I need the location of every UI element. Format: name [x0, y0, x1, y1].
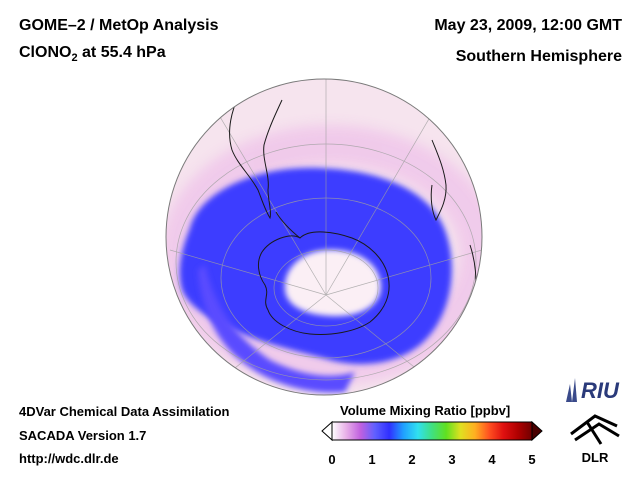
outer-lilac-ring — [166, 125, 482, 385]
colorbar-tick-label: 0 — [328, 452, 336, 467]
species-prefix: ClONO — [19, 44, 72, 61]
colorbar — [321, 420, 543, 442]
colorbar-over-arrow — [531, 420, 543, 442]
colorbar-ramp — [331, 421, 533, 441]
date-label: May 23, 2009, 12:00 GMT — [434, 17, 622, 34]
graticule — [169, 79, 482, 381]
species-suffix: at 55.4 hPa — [77, 44, 166, 61]
region-label: Southern Hemisphere — [455, 48, 622, 65]
riu-logo: RIU — [566, 378, 620, 403]
colorbar-tick-label: 5 — [528, 452, 536, 467]
species-subscript: 2 — [71, 52, 78, 65]
colorbar-tick-label: 2 — [408, 452, 416, 467]
dlr-logo-text: DLR — [582, 450, 609, 465]
species-label: ClONO2 at 55.4 hPa — [19, 44, 166, 64]
dlr-logo: DLR — [570, 414, 620, 465]
colorbar-tick-label: 1 — [368, 452, 376, 467]
riu-logo-text: RIU — [581, 378, 620, 403]
analysis-title: GOME–2 / MetOp Analysis — [19, 17, 219, 34]
colorbar-under-arrow — [321, 420, 333, 442]
colorbar-tick-label: 4 — [488, 452, 496, 467]
footer-method: 4DVar Chemical Data Assimilation — [19, 404, 230, 419]
colorbar-tick-label: 3 — [448, 452, 456, 467]
footer-url[interactable]: http://wdc.dlr.de — [19, 451, 119, 466]
colorbar-title: Volume Mixing Ratio [ppbv] — [340, 403, 511, 418]
footer-version: SACADA Version 1.7 — [19, 428, 147, 443]
